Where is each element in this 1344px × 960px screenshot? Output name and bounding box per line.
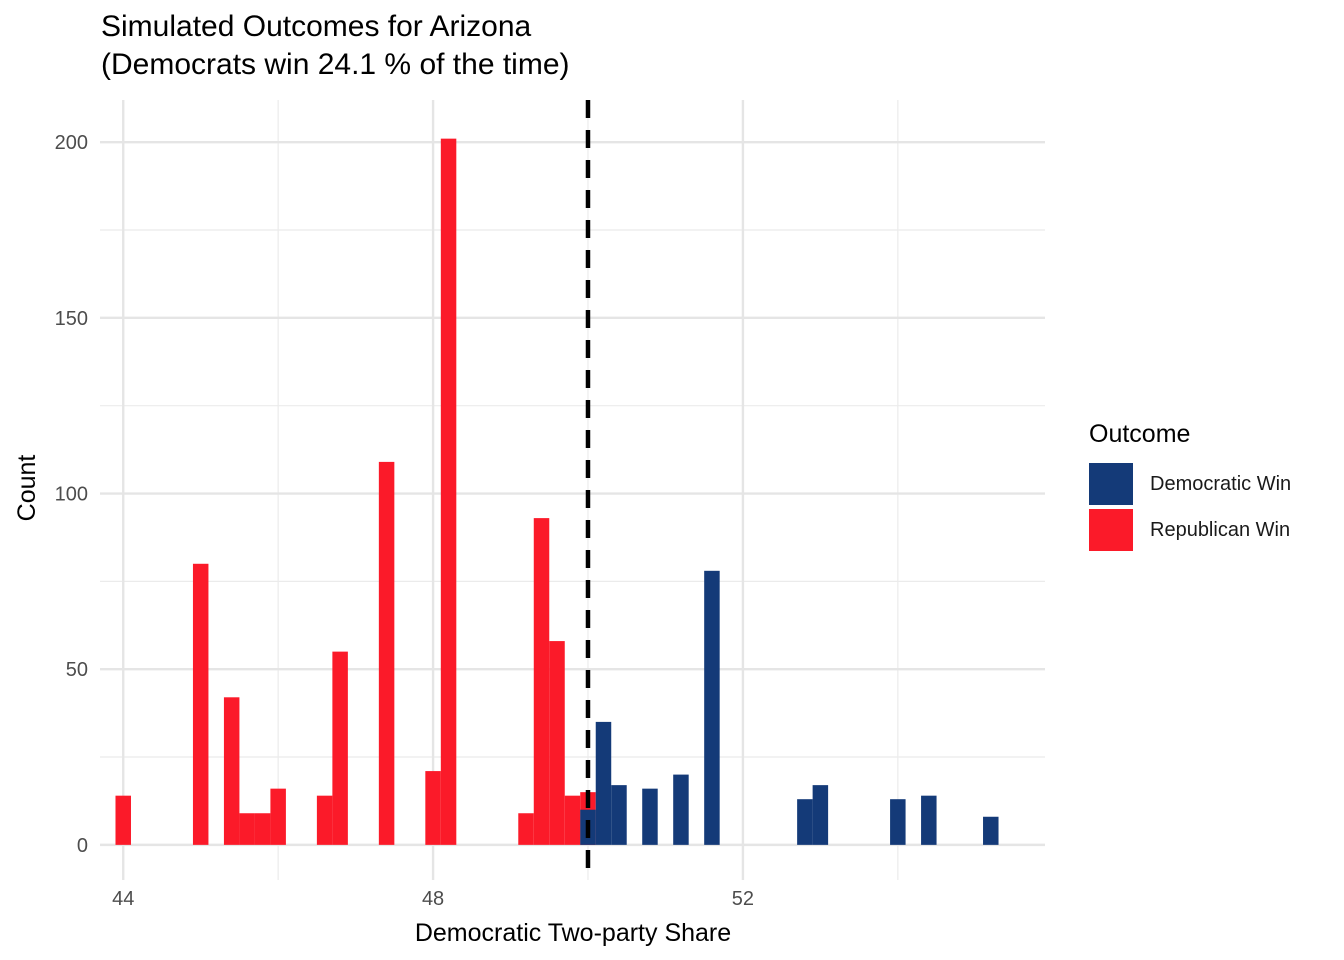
y-tick-label: 100	[55, 484, 88, 506]
bar-democratic-win	[983, 816, 999, 845]
minor-gridlines	[100, 100, 1045, 880]
x-axis-ticks: 44 48 52	[112, 888, 754, 910]
bar-republican-win	[440, 138, 457, 845]
chart-title: Simulated Outcomes for Arizona	[101, 10, 532, 43]
bar-republican-win	[533, 518, 550, 845]
bar-republican-win	[518, 813, 534, 845]
bar-democratic-win	[704, 570, 720, 845]
y-tick-label: 150	[55, 308, 88, 330]
bar-democratic-win	[797, 799, 813, 845]
bar-democratic-win	[890, 799, 906, 845]
x-axis-label: Democratic Two-party Share	[415, 919, 731, 947]
x-tick-label: 52	[732, 888, 754, 910]
bar-republican-win	[254, 813, 271, 845]
legend-label-republican: Republican Win	[1150, 518, 1291, 541]
y-tick-label: 0	[77, 835, 88, 857]
legend-title: Outcome	[1089, 420, 1191, 448]
legend-item-democratic: Democratic Win	[1089, 461, 1291, 507]
major-gridlines	[100, 100, 1045, 880]
chart-subtitle: (Democrats win 24.1 % of the time)	[101, 48, 570, 81]
y-tick-label: 200	[55, 132, 88, 154]
bar-democratic-win	[673, 774, 689, 845]
legend: Outcome Democratic Win Republican Win	[1089, 420, 1291, 553]
bar-republican-win	[316, 795, 333, 845]
bar-democratic-win	[642, 788, 658, 845]
bar-republican-win	[192, 563, 209, 845]
legend-swatch-republican	[1089, 509, 1133, 551]
bar-democratic-win	[595, 721, 612, 845]
histogram-bars	[115, 138, 999, 845]
bar-democratic-win	[921, 795, 937, 845]
legend-label-democratic: Democratic Win	[1150, 472, 1292, 495]
legend-swatch-democratic	[1089, 463, 1133, 505]
y-axis-label: Count	[13, 455, 41, 522]
bar-republican-win	[239, 813, 255, 845]
bar-republican-win	[223, 697, 240, 845]
legend-item-republican: Republican Win	[1089, 507, 1291, 553]
y-tick-label: 50	[66, 659, 88, 681]
bar-republican-win	[378, 461, 395, 845]
bar-republican-win	[425, 771, 441, 845]
x-tick-label: 44	[112, 888, 134, 910]
bar-republican-win	[564, 795, 581, 845]
bar-republican-win	[115, 795, 131, 845]
x-tick-label: 48	[422, 888, 444, 910]
bar-republican-win	[332, 651, 348, 845]
bar-democratic-win	[611, 785, 627, 845]
bar-democratic-win	[812, 785, 829, 845]
bar-republican-win	[270, 788, 286, 845]
y-axis-ticks: 0 50 100 150 200	[55, 132, 88, 857]
bar-republican-win	[549, 641, 565, 845]
